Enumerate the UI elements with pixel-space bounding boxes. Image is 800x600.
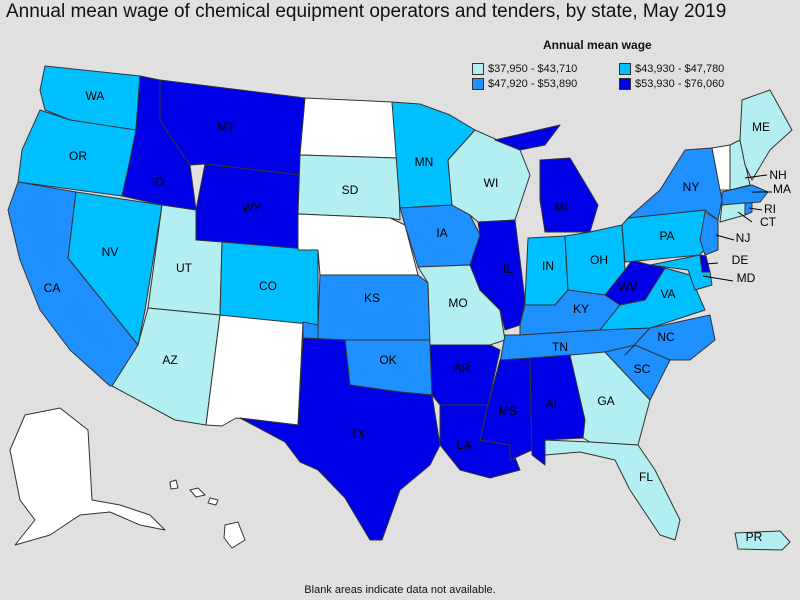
- state-me[interactable]: [739, 89, 793, 181]
- state-nv[interactable]: [67, 191, 163, 346]
- state-ct[interactable]: [719, 202, 746, 223]
- state-label-ct: CT: [760, 215, 777, 229]
- state-nj[interactable]: [699, 211, 719, 256]
- state-label-az: AZ: [162, 353, 177, 367]
- state-label-md: MD: [737, 271, 756, 285]
- legend-item-bin-3: $47,920 - $53,890: [472, 78, 577, 90]
- state-label-ga: GA: [597, 394, 614, 408]
- state-nm[interactable]: [205, 314, 304, 427]
- state-il[interactable]: [469, 219, 526, 331]
- legend-swatch-bin-2: [619, 63, 631, 75]
- state-label-nj: NJ: [736, 231, 751, 245]
- state-label-mn: MN: [415, 155, 434, 169]
- state-label-oh: OH: [590, 253, 608, 267]
- legend-swatch-bin-3: [472, 78, 484, 90]
- state-label-wa: WA: [86, 89, 105, 103]
- state-label-wi: WI: [484, 176, 499, 190]
- state-label-ok: OK: [379, 353, 396, 367]
- map-title: Annual mean wage of chemical equipment o…: [6, 1, 727, 22]
- state-label-ms: MS: [499, 404, 517, 418]
- state-ak[interactable]: [9, 407, 166, 546]
- state-label-wv: WV: [618, 280, 637, 294]
- leader-lines: [702, 174, 772, 282]
- state-label-ri: RI: [764, 202, 776, 216]
- state-label-mi: MI: [554, 200, 567, 214]
- state-label-ky: KY: [573, 302, 589, 316]
- state-tx[interactable]: [239, 337, 441, 541]
- state-label-nv: NV: [102, 245, 119, 259]
- legend-item-bin-2: $43,930 - $47,780: [619, 63, 724, 75]
- state-nd[interactable]: [299, 97, 399, 159]
- state-label-la: LA: [457, 438, 472, 452]
- state-label-al: AL: [546, 397, 561, 411]
- state-label-ny: NY: [683, 180, 700, 194]
- legend-item-bin-4: $53,930 - $76,060: [619, 78, 724, 90]
- state-ny[interactable]: [627, 147, 723, 221]
- state-ri[interactable]: [744, 202, 753, 216]
- state-hi[interactable]: [169, 479, 246, 549]
- state-label-nh: NH: [769, 168, 786, 182]
- legend-label-bin-3: $47,920 - $53,890: [488, 78, 578, 90]
- state-label-tx: TX: [350, 427, 365, 441]
- state-label-mo: MO: [448, 296, 467, 310]
- state-fl[interactable]: [544, 439, 681, 541]
- state-label-wy: WY: [242, 201, 261, 215]
- state-sd[interactable]: [297, 154, 401, 221]
- legend-label-bin-1: $37,950 - $43,710: [488, 63, 578, 75]
- state-label-sc: SC: [634, 362, 651, 376]
- state-ks[interactable]: [317, 274, 431, 341]
- state-label-ks: KS: [364, 291, 380, 305]
- state-ma[interactable]: [721, 184, 769, 206]
- state-label-va: VA: [660, 287, 675, 301]
- state-label-fl: FL: [639, 470, 653, 484]
- state-label-nc: NC: [657, 330, 675, 344]
- state-label-de: DE: [732, 253, 749, 267]
- state-label-me: ME: [752, 120, 770, 134]
- state-labels: WA OR CA NV ID MT WY UT AZ CO SD KS OK TX MN IA MO AR LA WI…: [44, 89, 791, 544]
- state-label-mt: MT: [217, 120, 235, 134]
- state-label-ar: AR: [454, 361, 471, 375]
- state-md[interactable]: [649, 254, 713, 291]
- legend-item-bin-1: $37,950 - $43,710: [472, 63, 577, 75]
- state-label-sd: SD: [342, 183, 359, 197]
- footnote: Blank areas indicate data not available.: [304, 584, 496, 596]
- legend-swatch-bin-4: [619, 78, 631, 90]
- legend-label-bin-4: $53,930 - $76,060: [635, 78, 725, 90]
- state-label-ia: IA: [436, 226, 447, 240]
- state-ar[interactable]: [429, 344, 501, 406]
- state-label-pa: PA: [659, 229, 674, 243]
- legend-swatch-bin-1: [472, 63, 484, 75]
- state-label-co: CO: [259, 279, 277, 293]
- state-wv[interactable]: [604, 259, 666, 306]
- state-label-il: IL: [503, 262, 513, 276]
- legend-title: Annual mean wage: [543, 38, 652, 52]
- state-label-pr: PR: [746, 530, 763, 544]
- state-label-ut: UT: [176, 261, 193, 275]
- state-label-in: IN: [542, 259, 554, 273]
- state-nc[interactable]: [624, 314, 716, 361]
- legend-label-bin-2: $43,930 - $47,780: [635, 63, 725, 75]
- state-label-ca: CA: [44, 281, 61, 295]
- state-label-tn: TN: [552, 340, 568, 354]
- state-label-or: OR: [69, 149, 87, 163]
- state-label-ma: MA: [773, 182, 791, 196]
- state-label-id: ID: [152, 175, 164, 189]
- state-pr[interactable]: [734, 530, 791, 551]
